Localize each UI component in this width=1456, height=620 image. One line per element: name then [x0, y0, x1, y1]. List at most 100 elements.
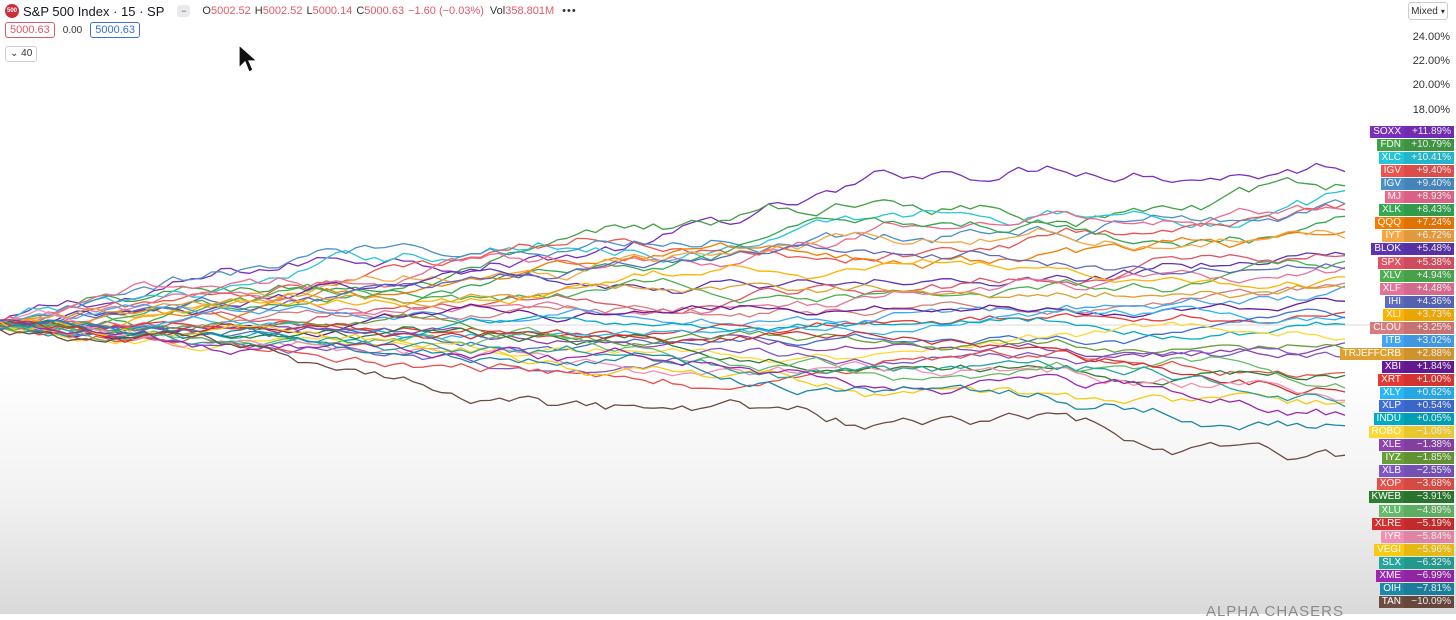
series-line-xlre-30[interactable] [0, 320, 1346, 396]
ticker-symbol: XLY [1379, 387, 1404, 399]
collapse-legend-icon[interactable]: − [177, 5, 191, 17]
ticker-change: −3.68% [1404, 478, 1454, 491]
series-line-xlk-6[interactable] [0, 215, 1346, 331]
series-count-toggle[interactable]: ⌄ 40 [5, 46, 38, 62]
ticker-change: −5.84% [1404, 530, 1454, 543]
series-line-igv-4[interactable] [0, 199, 1346, 328]
ticker-symbol: VEGI [1374, 543, 1404, 556]
ticker-badge-indu-22: INDU +0.05% [1373, 413, 1454, 426]
ask-price[interactable]: 5000.63 [90, 22, 140, 38]
open-label: O [202, 5, 211, 17]
ticker-change: +1.00% [1404, 374, 1454, 386]
ticker-symbol: ITB [1382, 334, 1404, 347]
scale-mode-dropdown[interactable]: Mixed ▾ [1408, 2, 1448, 20]
ticker-badge-igv-3: IGV +9.40% [1380, 165, 1454, 178]
ticker-symbol: XLRE [1371, 517, 1404, 530]
ticker-change: −6.32% [1404, 556, 1454, 569]
ticker-symbol: IGV [1380, 178, 1404, 191]
open-value: 5002.52 [210, 5, 251, 17]
ticker-symbol: IHI [1385, 295, 1404, 308]
series-line-xme-34[interactable] [0, 319, 1346, 416]
series-line-vegi-32[interactable] [0, 321, 1346, 405]
series-line-oih-35[interactable] [0, 319, 1346, 431]
ticker-change: −5.19% [1404, 517, 1454, 530]
ticker-symbol: XLP [1379, 400, 1404, 413]
ticker-badge-vegi-32: VEGI −5.96% [1374, 543, 1454, 556]
ticker-change: −1.08% [1404, 426, 1454, 439]
sp500-logo: 500 [5, 4, 19, 18]
series-line-qqq-7[interactable] [0, 230, 1346, 332]
ticker-badge-xlf-12: XLF +4.48% [1379, 282, 1454, 295]
ticker-badge-slx-33: SLX −6.32% [1379, 556, 1454, 569]
ticker-change: −2.55% [1404, 465, 1454, 478]
series-line-fdn-1[interactable] [0, 176, 1346, 326]
series-line-mj-5[interactable] [0, 204, 1346, 321]
symbol-title[interactable]: S&P 500 Index · 15 · SP [23, 3, 165, 19]
ticker-change: −5.96% [1404, 543, 1454, 556]
ticker-badge-iyr-31: IYR −5.84% [1381, 530, 1454, 543]
ticker-change: +11.89% [1404, 126, 1454, 138]
ticker-change: +4.48% [1404, 282, 1454, 295]
ticker-symbol: XLK [1379, 204, 1404, 217]
high-value: 5002.52 [262, 5, 303, 17]
more-options-icon[interactable]: ••• [562, 5, 577, 17]
ticker-badge-xlp-21: XLP +0.54% [1379, 400, 1454, 413]
series-line-xli-14[interactable] [0, 258, 1346, 331]
ticker-symbol: BLOK [1371, 243, 1404, 256]
ticker-change: +0.05% [1404, 413, 1454, 426]
ticker-badge-qqq-7: QQQ +7.24% [1374, 217, 1454, 230]
ticker-badge-blok-9: BLOK +5.48% [1371, 243, 1454, 256]
series-line-xlf-12[interactable] [0, 266, 1346, 327]
ticker-change: +3.25% [1404, 321, 1454, 334]
series-line-slx-33[interactable] [0, 320, 1346, 408]
ticker-change: +4.94% [1404, 269, 1454, 282]
watermark: ALPHA CHASERS [1205, 603, 1344, 620]
ticker-badge-xli-14: XLI +3.73% [1382, 308, 1454, 321]
ticker-badge-iyt-8: IYT +6.72% [1382, 230, 1454, 243]
ticker-change: −3.91% [1404, 491, 1454, 504]
ticker-symbol: XLF [1379, 282, 1404, 295]
ticker-change: −1.85% [1404, 452, 1454, 465]
ticker-symbol: IYT [1382, 230, 1404, 243]
series-line-ihi-13[interactable] [0, 244, 1346, 327]
ticker-change: −7.81% [1404, 582, 1454, 595]
ticker-badge-iyz-25: IYZ −1.85% [1382, 452, 1454, 465]
chevron-down-icon: ▾ [1440, 6, 1445, 16]
ticker-change: −10.09% [1404, 595, 1454, 608]
ticker-badge-tan-36: TAN −10.09% [1378, 595, 1454, 608]
axis-tick-24: 24.00% [1412, 31, 1450, 43]
series-line-indu-22[interactable] [0, 314, 1346, 347]
chevron-down-icon: ⌄ [10, 48, 19, 59]
ticker-change: −4.89% [1404, 504, 1454, 517]
series-line-xlv-11[interactable] [0, 259, 1346, 334]
series-line-iyt-8[interactable] [0, 227, 1346, 334]
ticker-badge-soxx-0: SOXX +11.89% [1370, 126, 1454, 138]
series-line-xlc-2[interactable] [0, 190, 1346, 323]
ticker-change: +1.84% [1404, 360, 1454, 373]
ticker-symbol: QQQ [1374, 217, 1404, 230]
bid-price[interactable]: 5000.63 [5, 22, 55, 38]
series-line-soxx-0[interactable] [0, 162, 1346, 325]
ticker-change: +10.79% [1404, 139, 1454, 152]
ticker-symbol: IGV [1380, 165, 1404, 178]
ticker-change: +0.62% [1404, 387, 1454, 399]
series-line-xly-20[interactable] [0, 305, 1346, 340]
ticker-badge-xop-27: XOP −3.68% [1376, 478, 1454, 491]
ticker-badge-xle-24: XLE −1.38% [1379, 439, 1454, 452]
ticker-badge-xlu-29: XLU −4.89% [1378, 504, 1454, 517]
axis-tick-18: 18.00% [1412, 104, 1450, 116]
series-line-tan-36[interactable] [0, 329, 1346, 461]
close-label: C [356, 5, 365, 17]
low-value: 5000.14 [312, 5, 353, 17]
ticker-badge-clou-15: CLOU +3.25% [1370, 321, 1454, 334]
series-line-trjeffcrb-17[interactable] [0, 282, 1346, 324]
ticker-symbol: KWEB [1368, 491, 1404, 504]
volume-label: Vol [489, 5, 506, 17]
ticker-change: +9.40% [1404, 178, 1454, 191]
ticker-change: +8.43% [1404, 204, 1454, 217]
ticker-badge-xlb-26: XLB −2.55% [1379, 465, 1454, 478]
ticker-symbol: INDU [1373, 413, 1404, 426]
ticker-change: +9.40% [1404, 165, 1454, 178]
spread-value: 0.00 [62, 24, 83, 36]
